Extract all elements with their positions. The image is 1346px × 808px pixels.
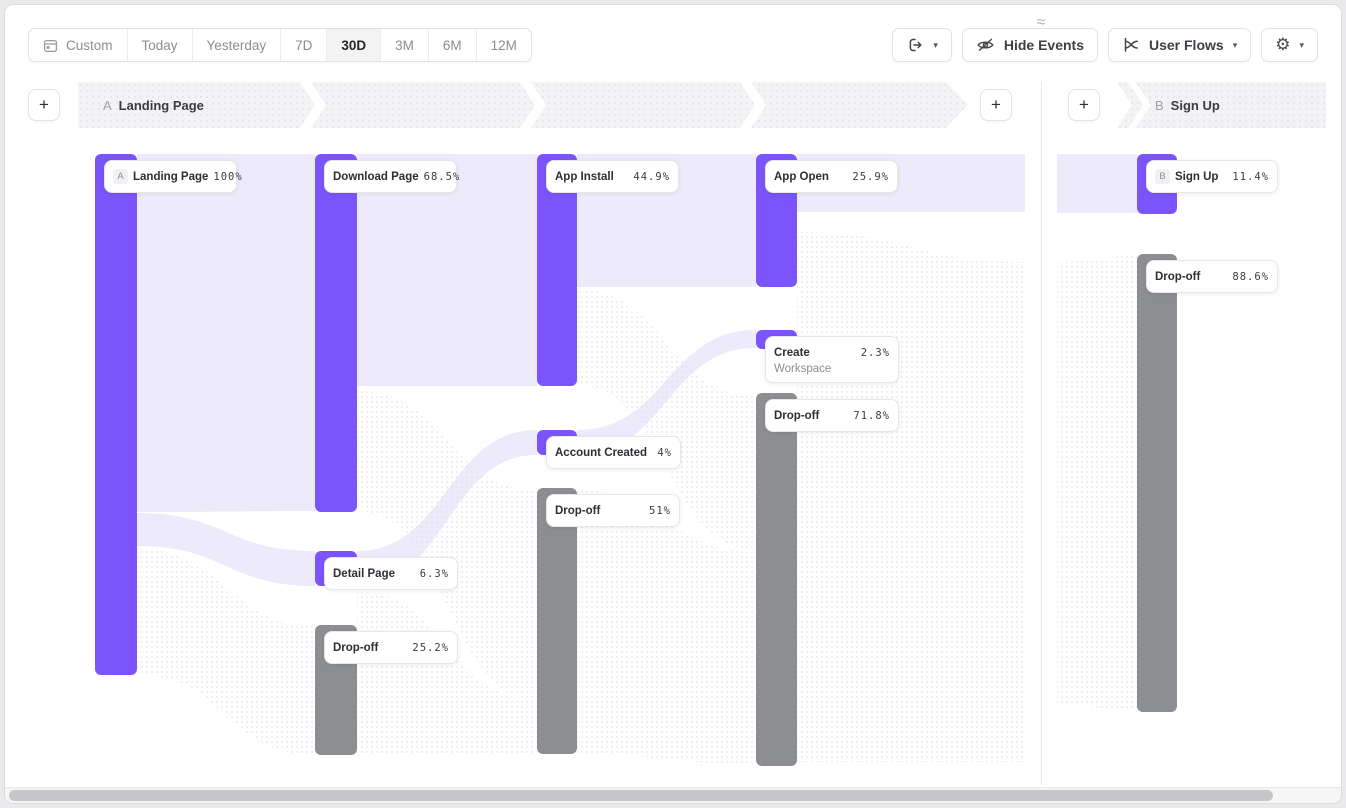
node-percent: 68.5% [423, 170, 461, 183]
chevron-lead-icon [1117, 82, 1143, 128]
node-percent: 51% [649, 504, 671, 517]
node-percent: 4% [657, 446, 672, 459]
node-name: Download Page [333, 170, 419, 183]
node-name: Account Created [555, 446, 648, 459]
node-name: Sign Up [1175, 170, 1219, 183]
node-name: App Open [774, 170, 829, 183]
node-percent: 71.8% [853, 409, 890, 422]
view-mode-button[interactable]: User Flows ▾ [1107, 28, 1252, 62]
calendar-icon [43, 39, 58, 52]
time-range-selector: Custom Today Yesterday 7D 30D 3M 6M 12M [28, 28, 532, 62]
node-label-sign-up[interactable]: B Sign Up 11.4% [1146, 160, 1278, 193]
step-header: + A Landing Page + + B Sign Up [0, 82, 1346, 128]
node-label-drop-off-b[interactable]: Drop-off 88.6% [1146, 260, 1278, 293]
eye-off-icon [977, 38, 994, 51]
node-bar-drop-off-b[interactable] [1137, 254, 1177, 712]
node-label-app-open[interactable]: App Open 25.9% [765, 160, 898, 193]
step-b-letter: B [1155, 97, 1164, 113]
node-label-account-created[interactable]: Account Created 4% [546, 436, 681, 469]
chevron-separator-icon [740, 82, 766, 128]
node-percent: 11.4% [1232, 170, 1269, 183]
node-name: Detail Page [333, 567, 395, 580]
node-bar-landing-page[interactable] [95, 154, 137, 675]
node-percent: 88.6% [1232, 270, 1269, 283]
add-step-button-left[interactable]: + [28, 89, 60, 121]
time-range-today[interactable]: Today [128, 29, 193, 61]
time-range-yesterday[interactable]: Yesterday [193, 29, 282, 61]
step-letter-badge: A [113, 169, 128, 184]
node-label-drop-off-step2[interactable]: Drop-off 25.2% [324, 631, 458, 664]
node-percent: 25.9% [852, 170, 889, 183]
add-step-button-b-start[interactable]: + [1068, 89, 1100, 121]
node-name: Drop-off [333, 641, 379, 654]
time-range-30d[interactable]: 30D [327, 29, 382, 61]
toolbar: Custom Today Yesterday 7D 30D 3M 6M 12M … [28, 28, 1318, 62]
time-range-3m[interactable]: 3M [381, 29, 429, 61]
chevron-down-icon: ▾ [1299, 39, 1304, 50]
step-band-b[interactable]: B Sign Up [1135, 82, 1326, 128]
toolbar-actions: ▾ Hide Events User Flows ▾ [892, 28, 1318, 62]
settings-button[interactable]: ⚙ ▾ [1261, 28, 1318, 62]
node-name: Drop-off [774, 409, 820, 422]
node-name: App Install [555, 170, 614, 183]
node-label-landing-page[interactable]: A Landing Page 100% [104, 160, 242, 193]
time-range-12m[interactable]: 12M [490, 37, 517, 53]
step-band-a[interactable]: A Landing Page [78, 82, 968, 128]
node-name: Create [774, 346, 810, 359]
step-a-letter: A [103, 97, 112, 113]
chevron-down-icon: ▾ [933, 39, 938, 50]
section-divider [1041, 82, 1042, 785]
node-bar-drop-off-step3[interactable] [537, 488, 577, 754]
node-label-download-page[interactable]: Download Page 68.5% [324, 160, 459, 193]
node-label-drop-off-step4[interactable]: Drop-off 71.8% [765, 399, 899, 432]
add-step-button-a-end[interactable]: + [980, 89, 1012, 121]
node-percent: 25.2% [412, 641, 449, 654]
step-letter-badge: B [1155, 169, 1170, 184]
node-label-create-workspace[interactable]: Create 2.3% Workspace [765, 336, 899, 383]
step-a-label: A Landing Page [103, 97, 204, 113]
node-name: Drop-off [555, 504, 601, 517]
chevron-separator-icon [520, 82, 546, 128]
hide-events-button[interactable]: Hide Events [961, 28, 1098, 62]
node-name: Landing Page [133, 170, 209, 183]
node-percent: 100% [213, 170, 243, 183]
node-bar-drop-off-step4[interactable] [756, 393, 797, 766]
export-icon [909, 38, 922, 52]
node-percent: 6.3% [419, 567, 449, 580]
node-bar-download-page[interactable] [315, 154, 357, 512]
node-label-line2: Workspace [774, 363, 832, 375]
node-percent: 2.3% [860, 346, 890, 359]
horizontal-scrollbar[interactable] [5, 787, 1341, 803]
chevron-separator-icon [300, 82, 326, 128]
chevron-down-icon: ▾ [1232, 39, 1238, 50]
time-range-7d[interactable]: 7D [281, 29, 328, 61]
node-label-app-install[interactable]: App Install 44.9% [546, 160, 679, 193]
node-label-drop-off-step3[interactable]: Drop-off 51% [546, 494, 680, 527]
node-name: Drop-off [1155, 270, 1201, 283]
node-percent: 44.9% [633, 170, 670, 183]
export-button[interactable]: ▾ [892, 28, 952, 62]
time-range-custom[interactable]: Custom [29, 29, 128, 61]
node-label-detail-page[interactable]: Detail Page 6.3% [324, 557, 458, 590]
flows-chart-icon [1124, 37, 1138, 52]
gear-icon: ⚙ [1275, 34, 1291, 55]
step-b-label: B Sign Up [1155, 97, 1220, 113]
scrollbar-thumb[interactable] [9, 790, 1273, 801]
time-range-6m[interactable]: 6M [429, 29, 477, 61]
